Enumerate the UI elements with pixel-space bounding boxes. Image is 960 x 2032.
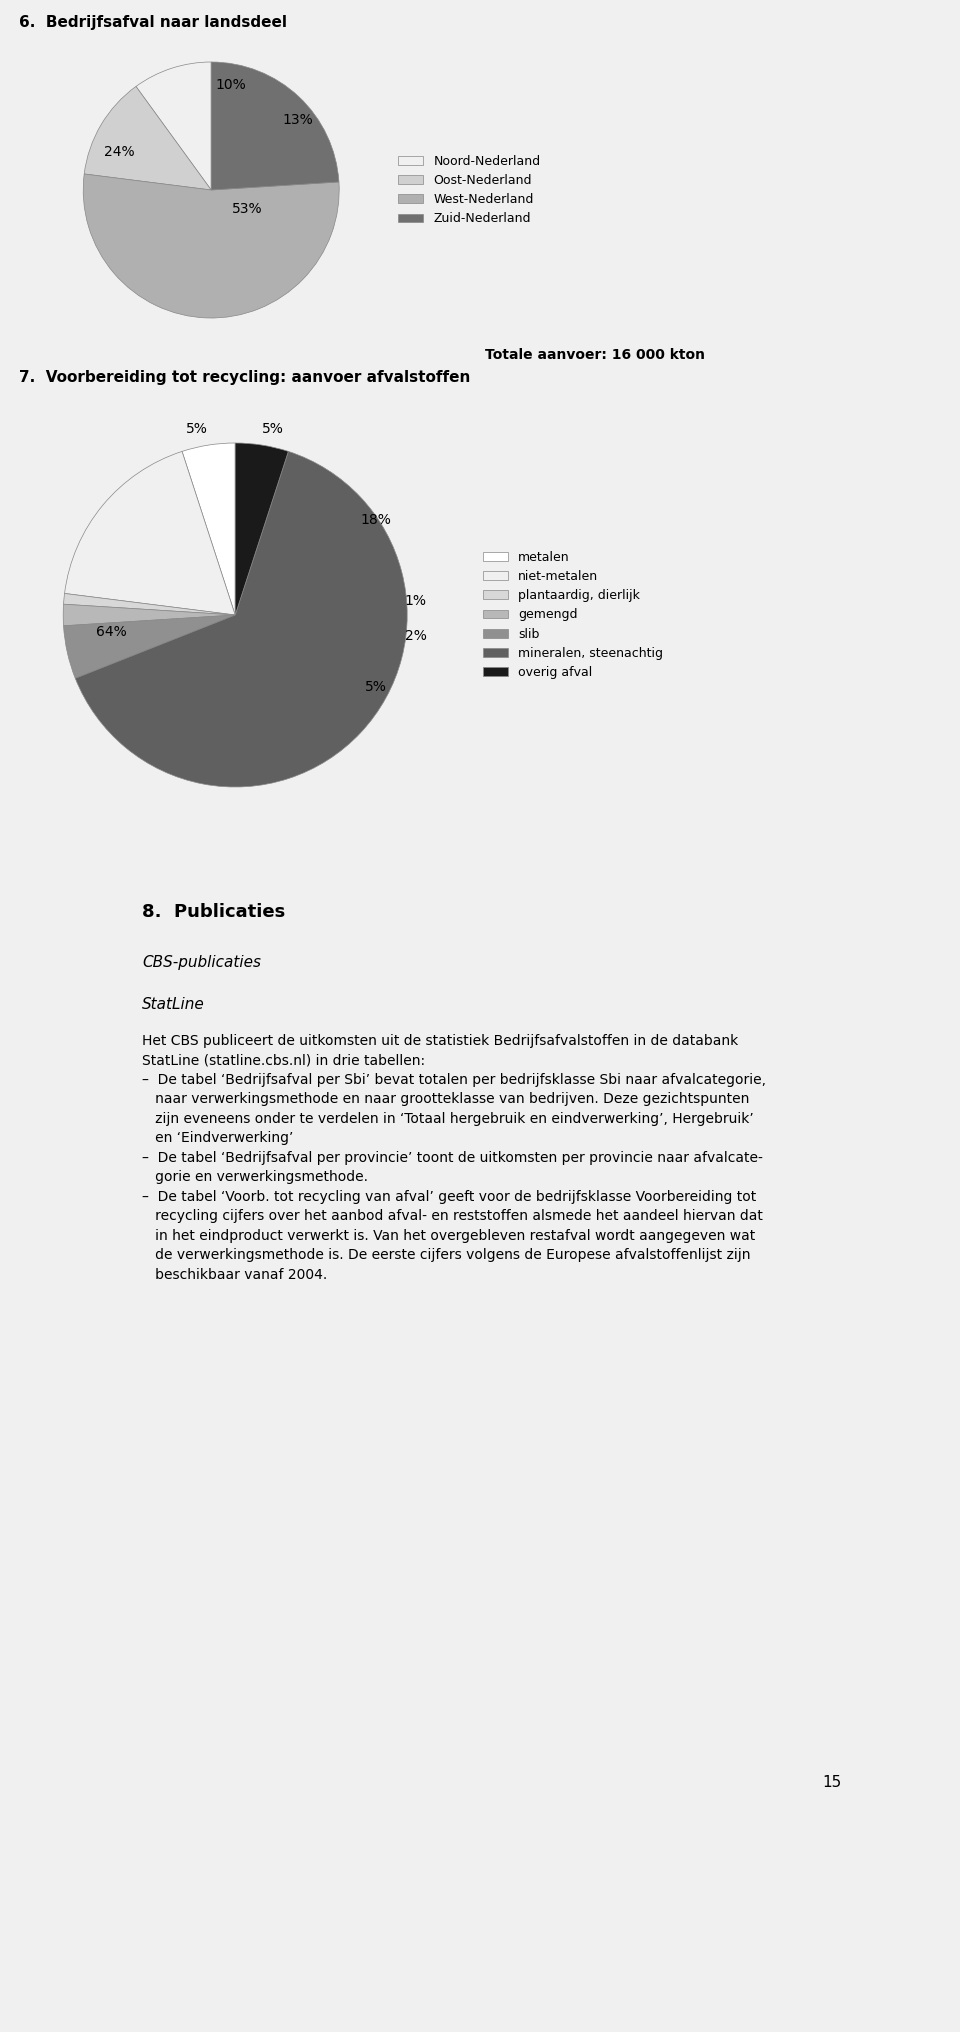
Text: 8.  Publicaties: 8. Publicaties	[142, 904, 285, 920]
Text: 7.  Voorbereiding tot recycling: aanvoer afvalstoffen: 7. Voorbereiding tot recycling: aanvoer …	[19, 370, 470, 384]
Wedge shape	[84, 175, 339, 317]
Wedge shape	[235, 443, 288, 616]
Text: 5%: 5%	[366, 681, 387, 695]
Text: 53%: 53%	[231, 203, 262, 215]
Text: 64%: 64%	[96, 626, 127, 640]
Text: 24%: 24%	[104, 144, 134, 158]
Wedge shape	[63, 604, 235, 626]
Text: Het CBS publiceert de uitkomsten uit de statistiek Bedrijfsafvalstoffen in de da: Het CBS publiceert de uitkomsten uit de …	[142, 1034, 766, 1282]
Text: CBS-publicaties: CBS-publicaties	[142, 955, 261, 969]
Text: 15: 15	[823, 1774, 842, 1790]
Text: 18%: 18%	[361, 514, 392, 528]
Wedge shape	[63, 593, 235, 616]
Text: 5%: 5%	[262, 423, 284, 437]
Text: StatLine: StatLine	[142, 996, 205, 1012]
Wedge shape	[75, 451, 407, 786]
Legend: metalen, niet-metalen, plantaardig, dierlijk, gemengd, slib, mineralen, steenach: metalen, niet-metalen, plantaardig, dier…	[478, 547, 668, 685]
Text: 2%: 2%	[405, 628, 427, 642]
Wedge shape	[182, 443, 235, 616]
Wedge shape	[136, 63, 211, 191]
Wedge shape	[63, 616, 235, 679]
Text: 6.  Bedrijfsafval naar landsdeel: 6. Bedrijfsafval naar landsdeel	[19, 14, 287, 30]
Wedge shape	[64, 451, 235, 616]
Wedge shape	[84, 87, 211, 191]
Text: Totale aanvoer: 16 000 kton: Totale aanvoer: 16 000 kton	[485, 347, 705, 362]
Text: 13%: 13%	[283, 112, 314, 126]
Wedge shape	[211, 63, 339, 191]
Text: 5%: 5%	[186, 423, 208, 437]
Text: 10%: 10%	[215, 77, 246, 91]
Legend: Noord-Nederland, Oost-Nederland, West-Nederland, Zuid-Nederland: Noord-Nederland, Oost-Nederland, West-Ne…	[394, 150, 545, 230]
Text: 1%: 1%	[405, 593, 427, 608]
